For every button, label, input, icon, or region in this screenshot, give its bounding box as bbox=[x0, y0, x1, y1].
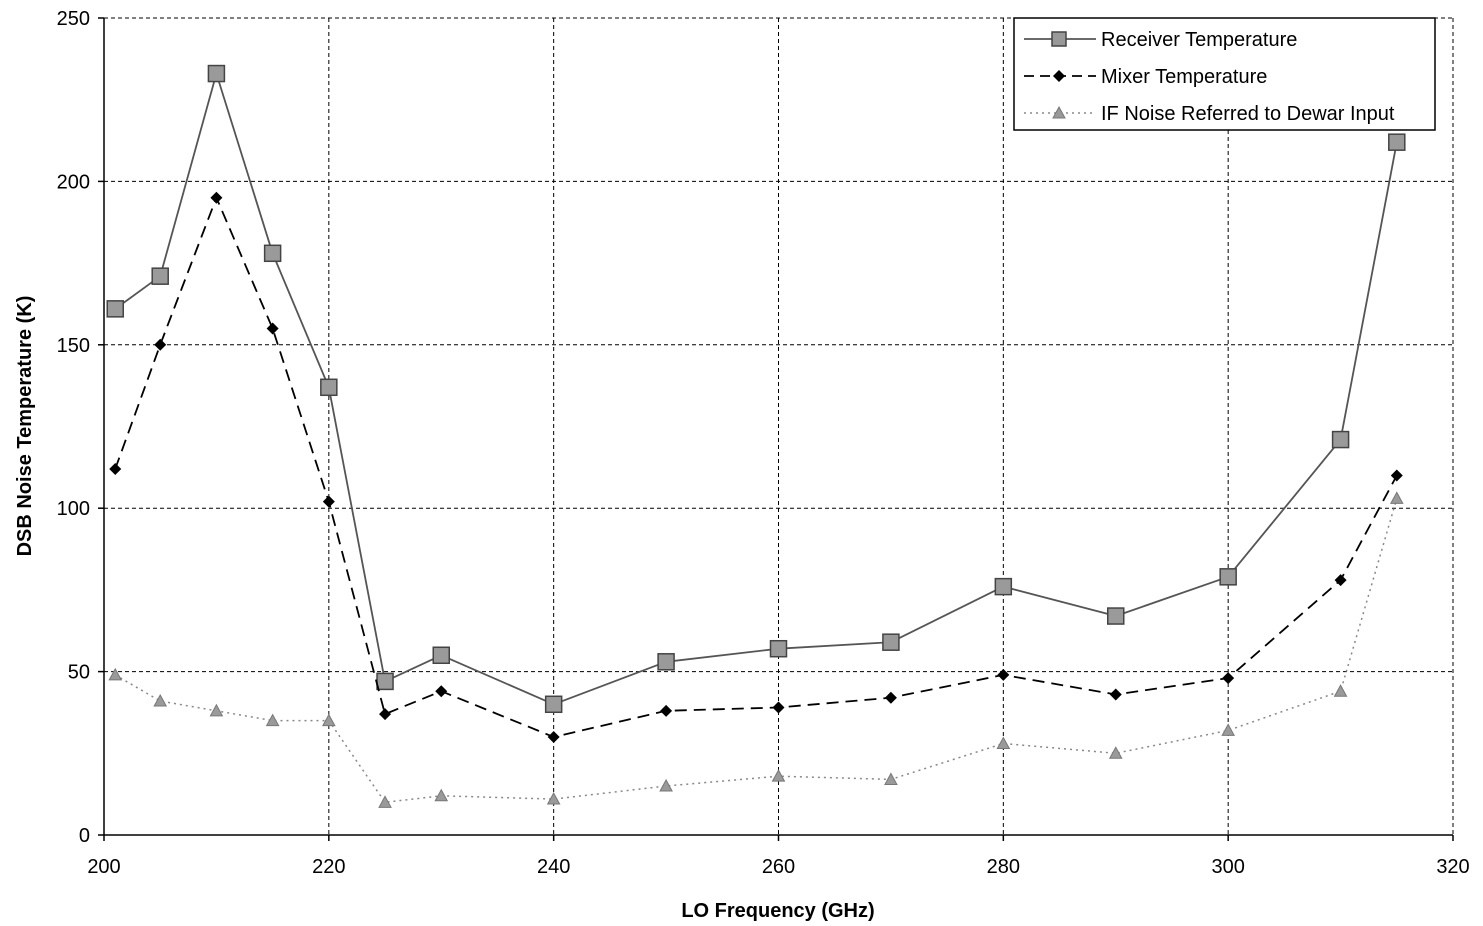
data-point-triangle bbox=[321, 713, 336, 727]
legend-item-if-noise: IF Noise Referred to Dewar Input bbox=[1024, 103, 1395, 125]
data-point-diamond bbox=[1109, 688, 1122, 701]
data-point-triangle bbox=[209, 703, 224, 717]
series-line bbox=[114, 498, 1398, 804]
x-tick-label: 260 bbox=[762, 856, 795, 878]
data-point-triangle bbox=[434, 788, 449, 802]
x-tick-label: 220 bbox=[312, 856, 345, 878]
data-point-square bbox=[1388, 133, 1406, 151]
y-axis-title: DSB Noise Temperature (K) bbox=[14, 296, 36, 557]
legend-square-icon bbox=[1051, 31, 1067, 47]
data-point-triangle bbox=[108, 667, 123, 681]
series-line bbox=[114, 196, 1398, 738]
data-point-square bbox=[882, 633, 900, 651]
data-point-diamond bbox=[997, 668, 1010, 681]
series-1 bbox=[109, 191, 1403, 743]
data-point-square bbox=[320, 378, 338, 397]
data-point-square bbox=[263, 244, 282, 263]
legend-item-receiver: Receiver Temperature bbox=[1024, 29, 1297, 51]
data-point-square bbox=[1107, 607, 1125, 625]
data-point-triangle bbox=[546, 792, 561, 805]
data-point-triangle bbox=[659, 778, 673, 792]
data-point-triangle bbox=[1333, 684, 1348, 697]
data-point-diamond bbox=[884, 691, 897, 704]
data-point-triangle bbox=[378, 795, 392, 808]
data-point-diamond bbox=[1390, 469, 1403, 482]
axes bbox=[98, 17, 1454, 841]
data-point-square bbox=[1331, 430, 1350, 449]
x-tick-label: 280 bbox=[987, 856, 1020, 878]
legend-item-mixer: Mixer Temperature bbox=[1024, 66, 1267, 88]
legend-triangle-icon bbox=[1052, 105, 1066, 119]
data-point-square bbox=[207, 64, 226, 83]
data-point-diamond bbox=[660, 704, 673, 717]
data-point-triangle bbox=[884, 772, 898, 785]
data-point-square bbox=[106, 300, 124, 318]
data-point-triangle bbox=[1221, 723, 1236, 736]
x-tick-label: 320 bbox=[1436, 856, 1469, 878]
data-point-square bbox=[994, 577, 1013, 596]
series-2 bbox=[108, 491, 1404, 808]
y-tick-label: 250 bbox=[57, 8, 90, 30]
legend: Receiver Temperature Mixer Temperature I… bbox=[1013, 17, 1436, 131]
y-tick-label: 150 bbox=[57, 335, 90, 357]
data-point-triangle bbox=[1389, 491, 1404, 504]
data-point-diamond bbox=[1334, 574, 1347, 587]
x-tick-label: 240 bbox=[537, 856, 570, 878]
data-point-diamond bbox=[322, 495, 335, 508]
series-layer bbox=[106, 64, 1406, 808]
x-tick-label: 300 bbox=[1211, 856, 1244, 878]
data-point-diamond bbox=[435, 685, 448, 698]
y-tick-label: 100 bbox=[57, 498, 90, 520]
x-tick-label: 200 bbox=[87, 856, 120, 878]
data-point-diamond bbox=[379, 708, 392, 721]
data-point-square bbox=[657, 653, 675, 671]
data-point-square bbox=[1219, 568, 1237, 586]
data-point-diamond bbox=[547, 730, 560, 743]
data-point-square bbox=[769, 639, 788, 658]
y-tick-label: 200 bbox=[57, 171, 90, 193]
data-point-triangle bbox=[153, 693, 168, 707]
legend-box bbox=[1013, 17, 1436, 131]
data-point-diamond bbox=[210, 191, 223, 204]
data-point-square bbox=[376, 672, 394, 691]
data-point-triangle bbox=[265, 713, 280, 727]
y-tick-label: 0 bbox=[79, 825, 90, 847]
tick-labels: 0 50 100 150 200 250 200 220 240 260 280 300 320 bbox=[57, 8, 1470, 878]
data-point-diamond bbox=[266, 322, 279, 335]
data-point-diamond bbox=[772, 701, 785, 714]
data-point-diamond bbox=[154, 338, 167, 351]
data-point-diamond bbox=[109, 462, 122, 475]
data-point-triangle bbox=[771, 769, 786, 782]
data-point-triangle bbox=[996, 736, 1011, 749]
legend-label-if-noise: IF Noise Referred to Dewar Input bbox=[1101, 103, 1395, 125]
legend-label-mixer: Mixer Temperature bbox=[1101, 66, 1267, 88]
y-tick-label: 50 bbox=[68, 662, 90, 684]
series-line bbox=[114, 72, 1398, 706]
x-axis-title: LO Frequency (GHz) bbox=[681, 900, 874, 922]
legend-label-receiver: Receiver Temperature bbox=[1101, 29, 1297, 51]
data-point-diamond bbox=[1222, 672, 1235, 685]
data-point-square bbox=[432, 646, 450, 665]
data-point-triangle bbox=[1108, 746, 1123, 759]
legend-diamond-icon bbox=[1053, 70, 1065, 82]
data-point-square bbox=[151, 267, 169, 285]
series-0 bbox=[106, 64, 1406, 714]
data-point-square bbox=[544, 695, 563, 714]
